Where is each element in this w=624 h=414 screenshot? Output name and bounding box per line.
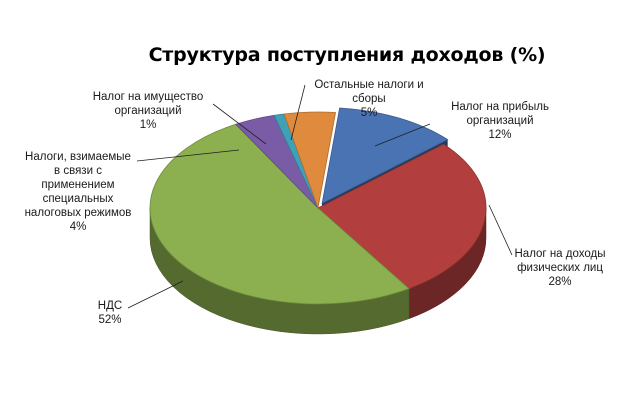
chart-title: Структура поступления доходов (%) bbox=[148, 44, 546, 66]
slice-налог-на-прибыль-организаций bbox=[321, 107, 449, 205]
slice-остальные-налоги-и-сборы bbox=[283, 111, 337, 210]
data-label-ндс: НДС 52% bbox=[98, 280, 184, 326]
slice-label-text: Налог на прибыль организаций 12% bbox=[451, 101, 549, 141]
pie-labels: Налог на прибыль организаций 12% Налог на д… bbox=[25, 79, 606, 326]
data-label-остальные-налоги-и-сборы: Остальные налоги и сборы 5% bbox=[290, 79, 424, 141]
leader-line bbox=[136, 149, 240, 162]
data-label-налог-на-прибыль-организаций: Налог на прибыль организаций 12% bbox=[374, 101, 549, 147]
slice-value-text: 28% bbox=[548, 276, 571, 288]
pie-tops bbox=[149, 107, 487, 305]
slice-value-text: 12% bbox=[488, 129, 511, 141]
data-label-налоги-взимаемые-в-связи-с-применением-специальных-налоговых-режимов: Налоги, взимаемые в связи с применением спе… bbox=[25, 149, 240, 233]
data-label-налог-на-имущество-организаций: Налог на имущество организаций 1% bbox=[93, 91, 267, 145]
slice-label-text: Налог на имущество организаций 1% bbox=[93, 91, 204, 131]
slice-label-text: Налоги, взимаемые в связи с применением спе… bbox=[25, 151, 132, 233]
leader-line bbox=[127, 280, 184, 309]
leader-line bbox=[374, 123, 431, 147]
leader-line bbox=[488, 204, 513, 256]
data-label-налог-на-доходы-физических-лиц: Налог на доходы физических лиц 28% bbox=[488, 204, 606, 288]
slice-value-text: 4% bbox=[70, 221, 87, 233]
slice-label-text: Налог на доходы физических лиц 28% bbox=[515, 248, 606, 288]
slice-налог-на-доходы-физических-лиц bbox=[317, 143, 487, 290]
slice-value-text: 52% bbox=[98, 314, 121, 326]
leader-line bbox=[290, 84, 306, 141]
leader-line bbox=[212, 103, 267, 145]
slice-ндс bbox=[149, 123, 410, 305]
slice-value-text: 1% bbox=[140, 119, 157, 131]
slice-value-text: 5% bbox=[361, 107, 378, 119]
slice-label-text: Остальные налоги и сборы 5% bbox=[314, 79, 423, 119]
slice-label-text: НДС 52% bbox=[98, 300, 122, 326]
